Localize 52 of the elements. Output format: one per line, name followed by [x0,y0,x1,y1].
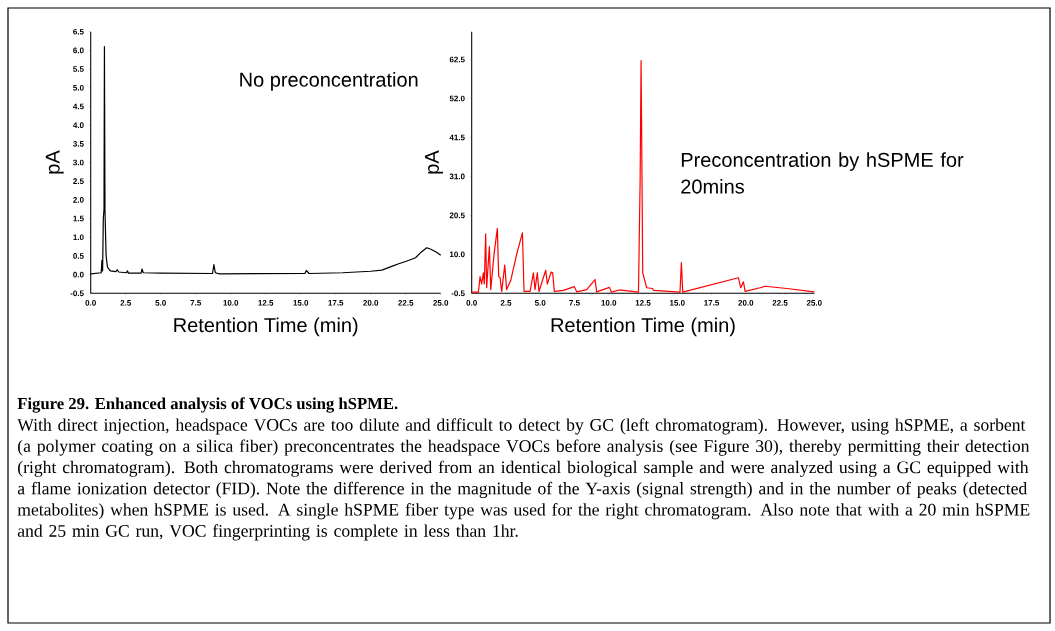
y-tick-label: 0.0 [73,271,84,278]
x-tick-label: 7.5 [190,300,202,306]
y-tick-label: 5.5 [73,66,84,72]
y-axis-title: pA [425,150,443,174]
x-tick-label: 10.0 [601,300,617,306]
y-tick-label: 41.5 [449,134,465,141]
y-tick-label: 31.0 [449,173,465,180]
y-axis-title: pA [45,150,64,174]
x-tick-label: 10.0 [223,300,239,306]
y-tick-label: 1.0 [73,234,84,241]
y-tick-label: 6.5 [73,28,84,35]
x-tick-label: 15.0 [669,300,685,306]
x-tick-label: 0.0 [466,300,477,306]
y-tick-label: 0.5 [73,253,84,259]
x-tick-label: 22.5 [398,300,414,306]
x-tick-label: 0.0 [85,300,96,306]
x-axis-title: Retention Time (min) [174,317,358,337]
x-tick-label: 17.5 [704,300,720,306]
x-tick-label: 2.5 [120,300,132,306]
x-tick-label: 5.0 [155,300,166,306]
y-tick-label: 10.0 [449,251,465,258]
y-tick-label: -0.5 [70,290,84,297]
x-tick-label: 17.5 [328,300,344,306]
x-axis-title: Retention Time (min) [551,317,735,337]
y-tick-label: 4.0 [73,122,84,128]
x-tick-label: 20.0 [363,300,379,306]
annotation: No preconcentration [240,72,418,91]
y-tick-label: 62.5 [449,56,465,63]
x-tick-label: 2.5 [500,300,512,306]
y-tick-label: 6.0 [73,47,84,54]
x-tick-label: 25.0 [806,300,822,306]
y-tick-label: 3.0 [73,159,84,166]
y-tick-label: 20.5 [449,212,465,219]
y-tick-label: 52.0 [449,95,465,102]
x-tick-label: 7.5 [569,300,580,306]
x-tick-label: 15.0 [293,300,309,306]
x-tick-label: 20.0 [738,300,754,306]
x-tick-label: 22.5 [772,300,788,306]
y-tick-label: 3.5 [73,140,84,147]
x-tick-label: 5.0 [534,300,546,306]
y-tick-label: 4.5 [73,103,84,110]
y-tick-label: 5.0 [73,84,84,91]
caption: Figure 29. Enhanced analysis of VOCs using hSPME. [17,397,398,413]
x-tick-label: 12.5 [258,300,274,306]
x-tick-label: 12.5 [635,300,651,306]
annotation: Preconcentration by hSPME for 20mins [681,152,964,194]
y-tick-label: -0.5 [451,290,465,297]
text: With direct injection, headspace VOCs are too dilute and difficult to detect by GC (left chromatogram). However, using hSPME, a sorbent (a polymer coating on a silica fiber) preconcentrates the headspace VOCs before analysis (see Figure 30), thereby permitting their detection (right chromatogram). Both chromatograms were derived from an identical biological sample and were analyzed using a GC equipped with a flame ionization detector (FID). Note the difference in the magnitude of the Y-axis (signal strength) and in the number of peaks (detected metabolites) when hSPME is used. A single hSPME fiber type was used for the right chromatogram. Also note that with a 20 min hSPME and 25 min GC run, VOC fingerprinting is complete in less than 1hr. [17,418,1030,541]
y-tick-label: 1.5 [73,215,84,222]
y-tick-label: 2.0 [73,197,84,203]
y-tick-label: 2.5 [73,178,84,185]
x-tick-label: 25.0 [433,300,449,306]
